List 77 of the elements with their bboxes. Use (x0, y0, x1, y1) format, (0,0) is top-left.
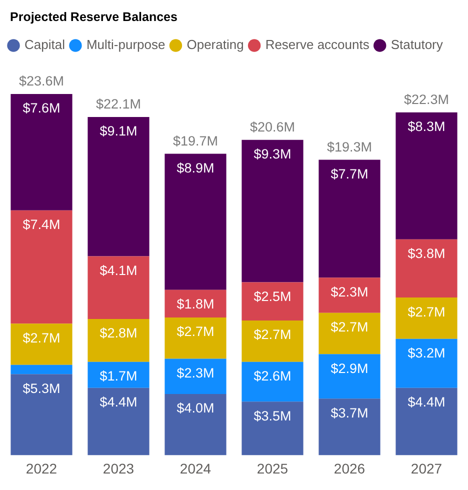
bar (88, 362, 150, 388)
legend-label: Reserve accounts (265, 37, 370, 52)
total-label: $19.7M (172, 133, 218, 148)
bar (164, 290, 226, 318)
data-label: $2.3M (330, 284, 368, 300)
bar (242, 402, 304, 456)
data-label: $7.6M (22, 100, 60, 116)
bar (88, 256, 150, 319)
data-label: $2.7M (176, 324, 214, 340)
data-label: $4.0M (176, 400, 214, 416)
data-label: $3.5M (254, 408, 292, 424)
data-label: $4.4M (408, 394, 446, 410)
data-label: $2.7M (408, 304, 446, 320)
x-tick-label: 2027 (410, 460, 442, 476)
bar (10, 364, 72, 374)
legend-label: Statutory (390, 37, 444, 52)
bar (242, 140, 304, 282)
total-label: $19.3M (326, 140, 372, 155)
data-label: $9.1M (100, 124, 138, 139)
data-label: $2.7M (22, 330, 60, 346)
bar (164, 317, 226, 359)
bar (10, 94, 72, 210)
bar (164, 358, 226, 394)
total-label: $22.1M (96, 96, 142, 112)
data-label: $7.7M (330, 166, 368, 182)
bar (318, 312, 380, 354)
data-label: $8.3M (408, 119, 446, 134)
x-tick-label: 2023 (102, 460, 134, 476)
x-tick-label: 2024 (180, 460, 212, 476)
bar (396, 338, 458, 388)
bar (10, 324, 72, 365)
legend-label: Capital (24, 37, 66, 52)
legend-label: Multi-purpose (86, 37, 166, 52)
data-label: $8.9M (176, 160, 214, 176)
bar (88, 116, 150, 256)
bar (88, 318, 150, 362)
data-label: $4.1M (100, 262, 138, 278)
data-label: $9.3M (254, 146, 292, 162)
data-label: $1.7M (100, 368, 138, 384)
bar (396, 388, 458, 456)
bar (396, 239, 458, 298)
bar (396, 112, 458, 240)
x-tick-label: 2025 (256, 460, 288, 476)
bar (242, 362, 304, 402)
bar (396, 298, 458, 339)
x-tick-label: 2022 (26, 460, 58, 476)
bar (88, 388, 150, 456)
total-label: $23.6M (18, 74, 64, 89)
data-label: $2.9M (330, 360, 368, 376)
data-label: $2.6M (254, 368, 292, 384)
data-label: $2.5M (254, 288, 292, 304)
bar (318, 160, 380, 278)
data-label: $2.7M (254, 327, 292, 342)
bar (10, 210, 72, 324)
total-label: $20.6M (250, 120, 296, 135)
data-label: $3.2M (408, 346, 446, 361)
data-label: $1.8M (176, 296, 214, 312)
data-label: $3.7M (330, 405, 368, 420)
chart-title: Projected Reserve Balances (10, 10, 178, 24)
bar (242, 320, 304, 362)
bar (10, 374, 72, 456)
bar (318, 278, 380, 313)
legend-label: Operating (186, 37, 244, 52)
x-tick-label: 2026 (334, 460, 366, 476)
bar (318, 398, 380, 456)
bar (318, 354, 380, 399)
data-label: $7.4M (22, 217, 60, 232)
data-label: $4.4M (100, 394, 138, 410)
data-label: $2.8M (100, 326, 138, 341)
data-label: $3.8M (408, 246, 446, 262)
data-label: $2.3M (176, 365, 214, 380)
data-label: $2.7M (330, 320, 368, 335)
bar (164, 154, 226, 290)
total-label: $22.3M (404, 92, 450, 108)
data-label: $5.3M (22, 380, 60, 396)
bar (164, 394, 226, 456)
bar (242, 282, 304, 321)
